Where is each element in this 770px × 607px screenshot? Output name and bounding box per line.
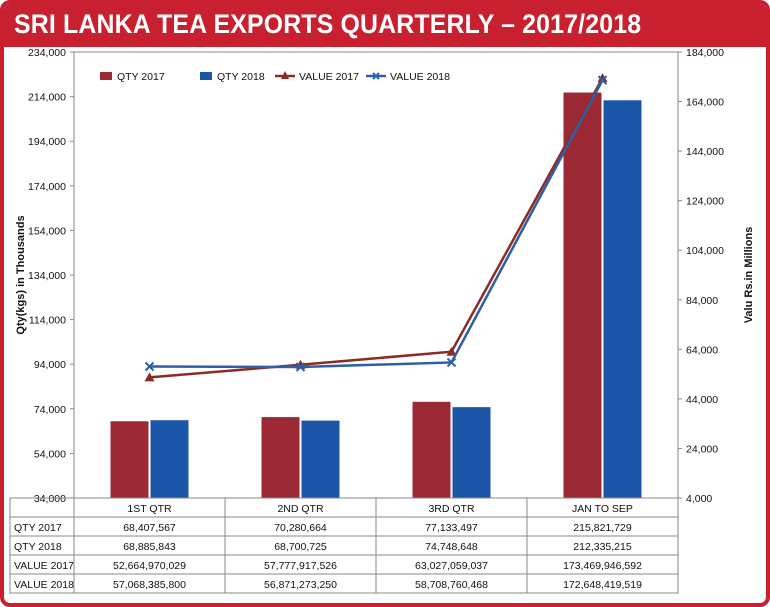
right-axis-tick-label: 124,000 [686, 196, 724, 208]
right-axis-tick-label: 44,000 [686, 394, 718, 406]
table-cell: 68,700,725 [274, 541, 327, 553]
table-row-label: VALUE 2018 [14, 579, 74, 591]
legend-label-qty-2017: QTY 2017 [117, 71, 165, 83]
right-axis-tick-label: 164,000 [686, 97, 724, 109]
bar-qty-2018 [603, 100, 642, 498]
category-label: JAN TO SEP [572, 503, 633, 515]
table-cell: 56,871,273,250 [264, 579, 337, 591]
legend-swatch-qty-2018 [200, 72, 212, 80]
left-axis-tick-label: 134,000 [28, 270, 66, 282]
left-axis-tick-label: 34,000 [34, 493, 66, 505]
table-cell: 57,777,917,526 [264, 560, 337, 572]
left-axis-title: Qty(kgs) in Thousands [15, 215, 27, 334]
point-value-2017 [144, 372, 155, 382]
bar-qty-2018 [301, 420, 340, 498]
line-value-2017 [149, 77, 604, 379]
point-value-2018 [295, 362, 306, 372]
table-cell: 212,335,215 [573, 541, 632, 553]
table-cell: 215,821,729 [573, 522, 632, 534]
table-cell: 58,708,760,468 [415, 579, 488, 591]
table-cell: 68,885,843 [123, 541, 176, 553]
left-axis-tick-label: 154,000 [28, 225, 66, 237]
category-label: 3RD QTR [428, 503, 475, 515]
right-axis-tick-label: 64,000 [686, 344, 718, 356]
table-row-label: QTY 2018 [14, 541, 62, 553]
line-value-2018 [149, 79, 604, 369]
point-value-2017 [446, 346, 457, 356]
right-axis-tick-label: 24,000 [686, 443, 718, 455]
bar-qty-2017 [563, 92, 602, 499]
table-row-label: QTY 2017 [14, 522, 62, 534]
legend-swatch-qty-2017 [100, 72, 112, 80]
legend-marker-value-2017 [281, 71, 289, 79]
table-cell: 74,748,648 [425, 541, 478, 553]
left-axis-tick-label: 74,000 [34, 404, 66, 416]
left-axis-tick-label: 194,000 [28, 136, 66, 148]
legend-label-qty-2018: QTY 2018 [217, 71, 265, 83]
table-cell: 70,280,664 [274, 522, 327, 534]
right-axis-tick-label: 184,000 [686, 47, 724, 59]
point-value-2018 [144, 361, 155, 372]
left-axis-tick-label: 174,000 [28, 181, 66, 193]
table-cell: 68,407,567 [123, 522, 176, 534]
category-label: 2ND QTR [277, 503, 324, 515]
legend-label-value-2017: VALUE 2017 [299, 71, 359, 83]
category-label: 1ST QTR [127, 503, 172, 515]
table-cell: 57,068,385,800 [113, 579, 186, 591]
bar-qty-2018 [452, 407, 491, 498]
chart-canvas: 34,000 54,000 74,000 94,000 114,000 134,000 15… [9, 47, 755, 594]
point-value-2018 [446, 357, 457, 368]
table-cell: 77,133,497 [425, 522, 478, 534]
point-value-2018 [597, 75, 608, 85]
point-value-2017 [597, 73, 608, 83]
legend-label-value-2018: VALUE 2018 [390, 71, 450, 83]
bar-qty-2018 [150, 420, 189, 498]
table-row-label: VALUE 2017 [14, 560, 74, 572]
right-axis-tick-label: 144,000 [686, 146, 724, 158]
legend-marker-value-2018 [372, 72, 380, 80]
bar-qty-2017 [412, 401, 451, 498]
bar-qty-2017 [110, 421, 149, 498]
chart-title: SRI LANKA TEA EXPORTS QUARTERLY – 2017/2… [14, 9, 642, 39]
table-cell: 52,664,970,029 [113, 560, 186, 572]
table-cell: 173,469,946,592 [563, 560, 642, 572]
left-axis-tick-label: 54,000 [34, 448, 66, 460]
left-axis-tick-label: 234,000 [28, 47, 66, 59]
bar-qty-2017 [261, 417, 300, 498]
left-axis-tick-label: 114,000 [29, 315, 66, 327]
right-axis-title: Valu Rs.in Millions [743, 227, 755, 324]
right-axis-tick-label: 104,000 [686, 245, 724, 257]
title-banner: SRI LANKA TEA EXPORTS QUARTERLY – 2017/2… [4, 4, 766, 47]
table-cell: 172,648,419,519 [563, 579, 642, 591]
right-axis-tick-label: 84,000 [686, 295, 718, 307]
left-axis-tick-label: 214,000 [28, 92, 66, 104]
right-axis-tick-label: 4,000 [686, 493, 712, 505]
left-axis-tick-label: 94,000 [34, 359, 66, 371]
table-cell: 63,027,059,037 [415, 560, 488, 572]
